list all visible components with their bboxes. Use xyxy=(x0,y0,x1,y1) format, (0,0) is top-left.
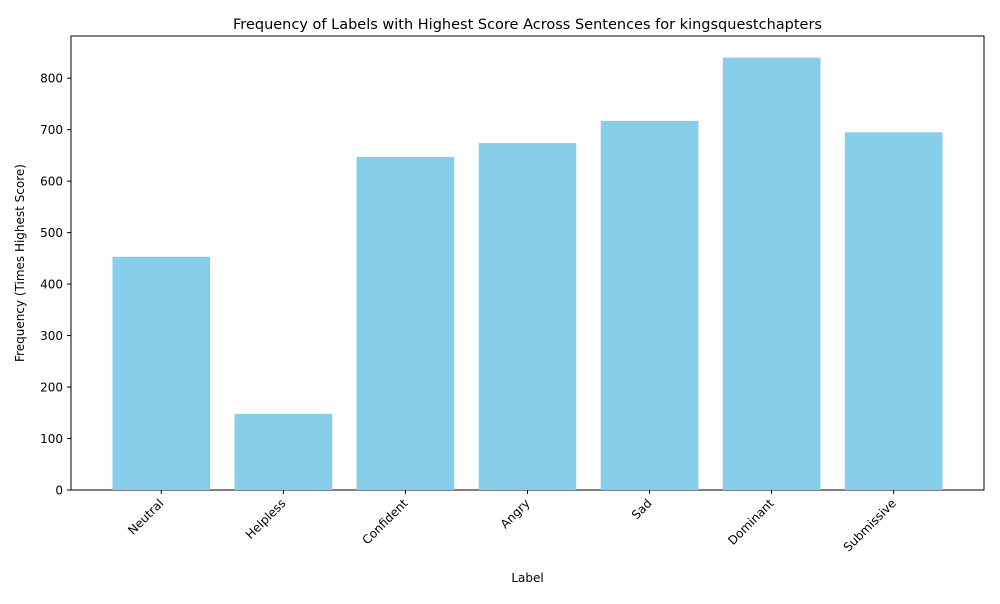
bar-sad xyxy=(600,120,699,490)
y-tick-label: 800 xyxy=(40,72,63,86)
bar-confident xyxy=(356,156,455,490)
y-axis: 0 100 200 300 400 500 600 700 800 xyxy=(40,72,71,498)
bar-angry xyxy=(478,143,577,490)
x-axis-label: Label xyxy=(511,571,543,585)
bar-helpless xyxy=(234,413,333,490)
y-tick-label: 500 xyxy=(40,226,63,240)
y-axis-label: Frequency (Times Highest Score) xyxy=(13,164,27,362)
bar-neutral xyxy=(112,256,211,490)
y-tick-label: 700 xyxy=(40,123,63,137)
y-tick-label: 0 xyxy=(55,484,63,498)
y-tick-label: 600 xyxy=(40,175,63,189)
y-tick-label: 300 xyxy=(40,329,63,343)
bars-group xyxy=(112,57,943,491)
chart-title: Frequency of Labels with Highest Score A… xyxy=(233,17,822,33)
y-tick-label: 200 xyxy=(40,381,63,395)
y-tick-label: 100 xyxy=(40,432,63,446)
bar-dominant xyxy=(722,57,821,490)
bar-submissive xyxy=(844,132,943,491)
y-tick-label: 400 xyxy=(40,278,63,292)
